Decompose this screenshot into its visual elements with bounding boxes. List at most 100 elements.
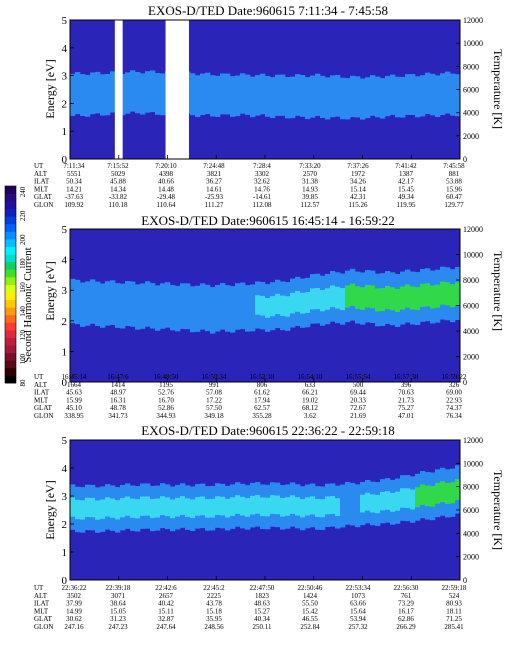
colorbar-band (5, 337, 16, 346)
orbit-table-cell: 42.31 (350, 193, 366, 201)
energy-band-core (415, 286, 421, 311)
orbit-table-cell: 48.78 (110, 404, 126, 412)
orbit-table-cell: 32.62 (254, 178, 270, 186)
energy-band-core (320, 290, 326, 312)
energy-band-core (125, 84, 131, 102)
energy-band-core (155, 498, 161, 518)
orbit-table-cell: 16.70 (158, 396, 174, 404)
orbit-table-cell: 110.64 (157, 201, 176, 209)
orbit-table-cell: 15.64 (350, 607, 366, 615)
orbit-table-cell: 396 (401, 381, 412, 389)
orbit-table-cell: 15.27 (254, 607, 270, 615)
energy-band-core (165, 497, 171, 517)
energy-band-core (145, 83, 151, 101)
orbit-table-cell: 22:42:6 (155, 584, 177, 592)
orbit-table-cell: 129.77 (444, 201, 464, 209)
orbit-table-cell: 66.21 (302, 389, 318, 397)
energy-band-core (270, 495, 276, 514)
orbit-table-cell: 72.67 (350, 404, 366, 412)
orbit-table-cell: 21.69 (350, 412, 366, 420)
energy-band-core (380, 288, 386, 312)
colorbar-band (5, 292, 16, 301)
orbit-table-cell: 40.42 (158, 600, 174, 608)
energy-band-core (220, 496, 226, 516)
colorbar-band (5, 269, 16, 278)
orbit-table-cell: 257.32 (348, 623, 368, 631)
colorbar-tick-label: 100 (19, 353, 27, 364)
colorbar-band (5, 201, 16, 210)
panel-2-ylabel: Energy [eV] (43, 261, 57, 320)
energy-band-core (250, 88, 256, 106)
orbit-table-cell: 15.42 (302, 607, 318, 615)
energy-band-core (150, 82, 156, 100)
orbit-table-cell: 22:56:30 (394, 584, 419, 592)
energy-band-core (110, 498, 116, 518)
energy-band-core (90, 292, 96, 311)
energy-band-core (280, 295, 286, 316)
data-gap (165, 20, 189, 159)
energy-band-core (455, 86, 460, 104)
orbit-table-cell: 53.94 (350, 615, 366, 623)
orbit-table-cell: 14.61 (206, 185, 222, 193)
energy-band-core (130, 498, 136, 518)
energy-band-core (345, 494, 351, 513)
energy-band-core (130, 294, 136, 314)
energy-band-core (150, 498, 156, 519)
colorbar-band (5, 186, 16, 194)
energy-band-core (80, 295, 86, 314)
energy-band-core (275, 293, 281, 315)
orbit-table-cell: 53.88 (446, 178, 462, 186)
y-right-tick-label: 0 (463, 378, 467, 387)
orbit-table-cell: 14.48 (158, 185, 174, 193)
energy-band-core (340, 288, 346, 311)
orbit-table-cell: 344.93 (156, 412, 176, 420)
orbit-table-cell: 250.11 (253, 623, 272, 631)
y-tick-label: 1 (62, 126, 68, 138)
energy-band-core (355, 88, 361, 106)
orbit-table-cell: 40.34 (254, 615, 270, 623)
energy-band-core (340, 90, 346, 107)
orbit-table-cell: 22:50:46 (298, 584, 323, 592)
energy-band-core (390, 492, 396, 512)
orbit-table-cell: 22:45:2 (203, 584, 225, 592)
energy-band-core (150, 296, 156, 316)
data-gap (114, 20, 123, 159)
energy-band-core (90, 84, 96, 102)
orbit-table-cell: 1073 (351, 592, 366, 600)
y-right-tick-label: 8000 (463, 62, 479, 71)
energy-band-core (140, 85, 146, 103)
y-right-tick-label: 0 (463, 576, 467, 585)
energy-band-core (250, 495, 256, 515)
energy-band-core (245, 498, 251, 517)
orbit-table-cell: 7:15:52 (107, 162, 129, 170)
energy-band-core (240, 296, 246, 316)
energy-band-core (370, 87, 376, 104)
orbit-table-cell: 31.23 (110, 615, 126, 623)
orbit-table-cell: 75.27 (398, 404, 414, 412)
energy-band-core (405, 86, 411, 103)
orbit-table-cell: 7:24:48 (203, 162, 225, 170)
y-tick-label: 4 (62, 463, 68, 475)
energy-band-core (80, 500, 86, 520)
panel-2: EXOS-D/TED Date:960615 16:45:14 - 16:59:… (34, 213, 505, 420)
energy-band-core (155, 298, 161, 318)
orbit-table-cell: 115.26 (349, 201, 368, 209)
orbit-table-cell: 500 (353, 381, 364, 389)
colorbar-band (5, 307, 16, 316)
colorbar-tick-label: 180 (19, 258, 27, 269)
panel-3-title: EXOS-D/TED Date:960615 22:36:22 - 22:59:… (141, 423, 394, 438)
energy-band-core (400, 89, 406, 106)
energy-band-core (205, 84, 211, 102)
energy-band-core (270, 89, 276, 106)
orbit-table-cell: 3071 (111, 592, 126, 600)
colorbar-tick-label: 160 (19, 282, 27, 293)
energy-band-core (440, 85, 446, 103)
orbit-table-cell: 2657 (159, 592, 174, 600)
orbit-table-cell: 15.45 (398, 185, 414, 193)
energy-band-core (445, 482, 451, 504)
panel-3-ylabel-right: Temperature [K] (491, 470, 505, 550)
orbit-table-cell: 22:59:18 (442, 584, 467, 592)
y-tick-label: 2 (62, 98, 68, 110)
